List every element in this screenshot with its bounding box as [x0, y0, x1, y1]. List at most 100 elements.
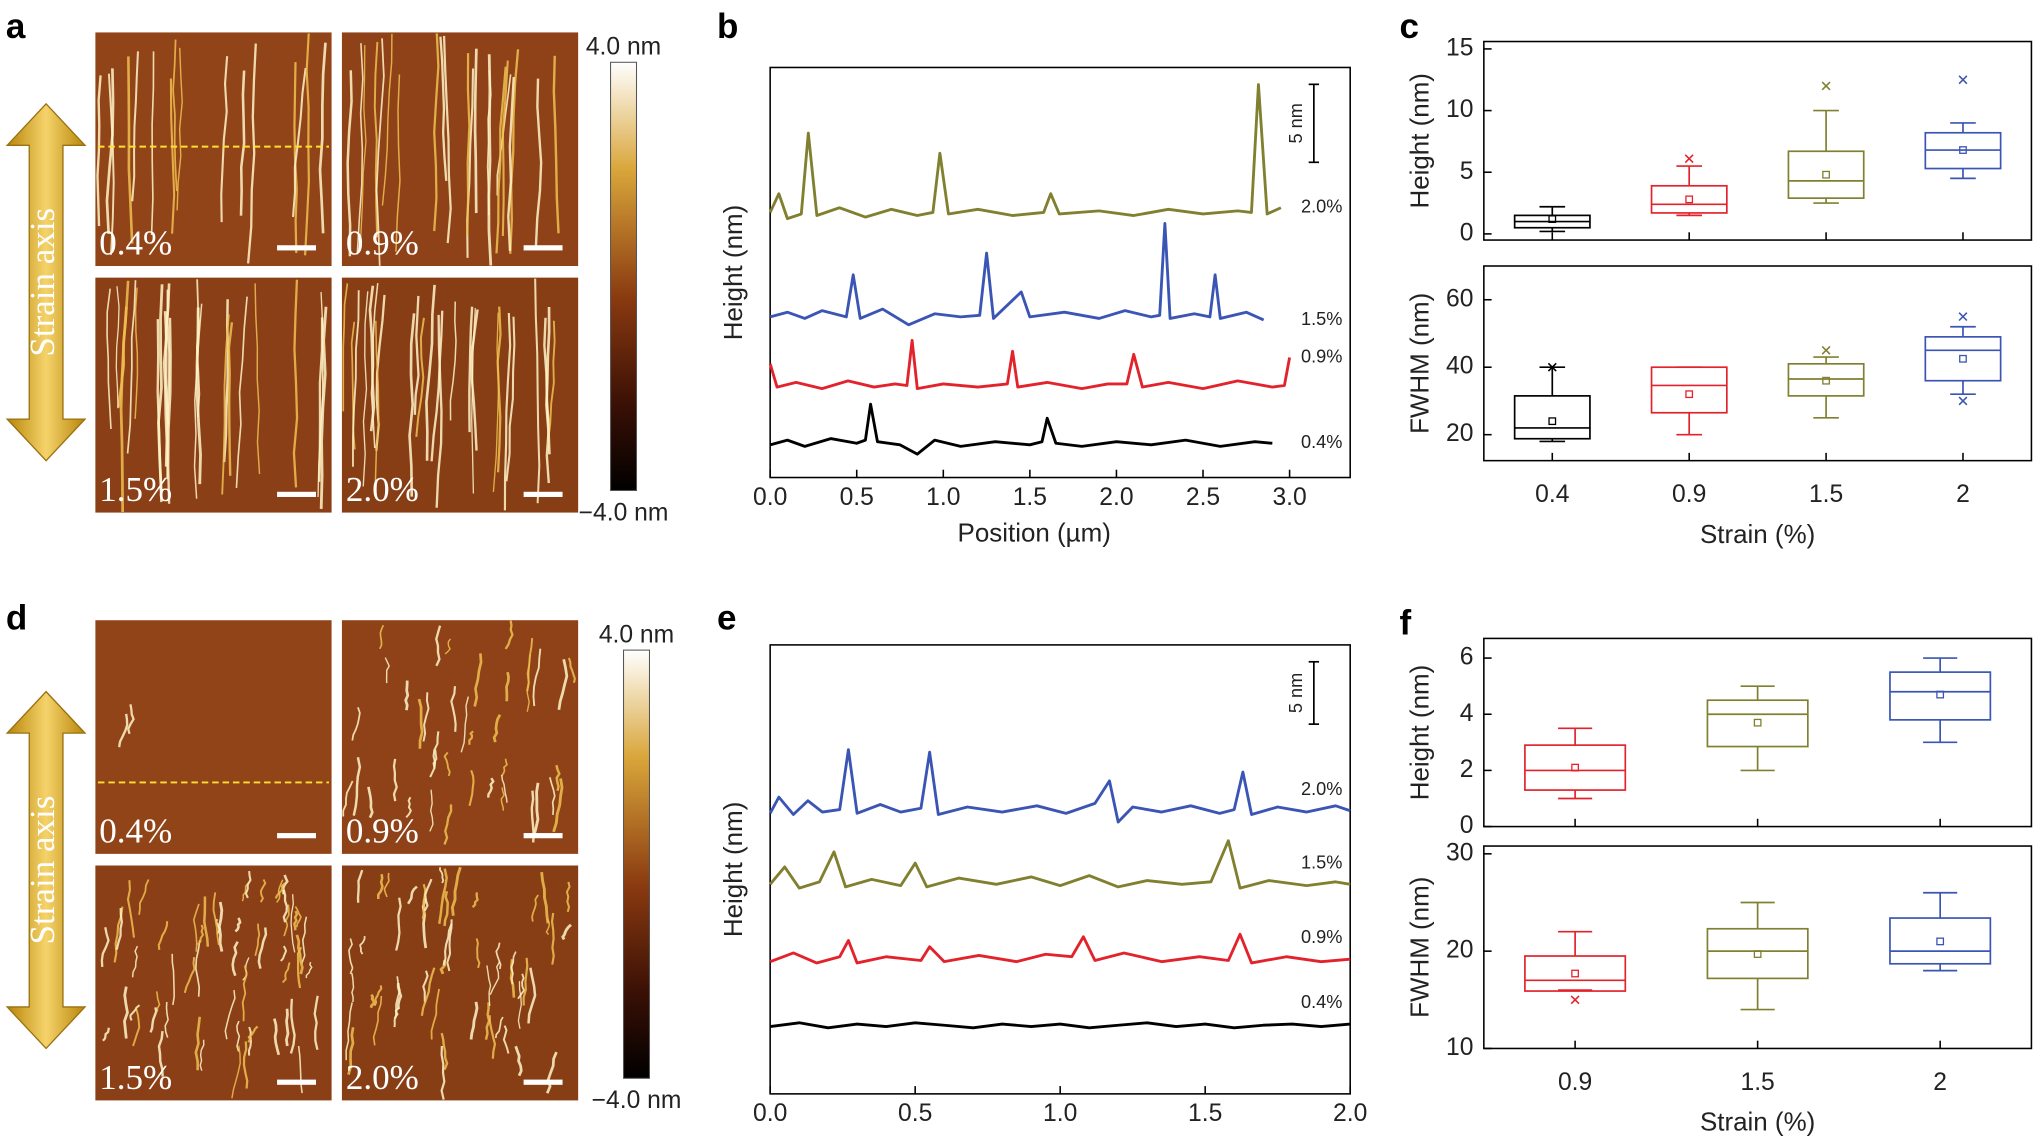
afm-streak: [100, 927, 110, 968]
series-label: 1.5%: [1301, 309, 1342, 329]
outlier: [1958, 312, 1968, 322]
x-tick-label: 1.5: [1013, 484, 1047, 511]
afm-streak: [150, 51, 155, 236]
afm-streak: [501, 60, 509, 237]
afm-streak: [293, 62, 298, 254]
afm-streak: [396, 983, 403, 1010]
x-tick-label: 0.0: [753, 1100, 787, 1127]
afm-streak: [435, 625, 442, 667]
scale-bar: [277, 833, 316, 839]
afm-streak: [246, 43, 257, 264]
y-tick-label: 40: [1446, 353, 1473, 380]
afm-shade: [95, 620, 332, 854]
x-axis-label: Position (µm): [958, 519, 1111, 547]
mean: [1959, 354, 1967, 363]
afm-streak: [197, 924, 205, 946]
afm-streak: [502, 1025, 510, 1054]
panel-letter: f: [1399, 604, 1411, 643]
afm-streak: [473, 48, 478, 214]
afm-streak: [440, 1032, 449, 1071]
afm-streak: [345, 1002, 353, 1061]
outlier: [1821, 81, 1831, 91]
afm-streak: [450, 866, 462, 916]
plot-frame: [769, 644, 1351, 1095]
afm-streak: [557, 659, 569, 710]
scale-bar: [523, 833, 563, 839]
afm-streak: [342, 780, 354, 817]
afm-streak: [167, 317, 172, 504]
afm-streak: [379, 624, 385, 650]
image-label: 0.4%: [99, 811, 172, 850]
y-tick-label: 10: [1446, 96, 1473, 123]
profile-trace: [769, 402, 1273, 456]
afm-streak: [227, 322, 234, 476]
box: [1524, 744, 1627, 791]
box: [1650, 184, 1728, 214]
series-label: 0.9%: [1301, 927, 1342, 947]
afm-streak: [546, 320, 556, 445]
afm-streak: [129, 1004, 141, 1021]
afm-streak: [429, 789, 434, 832]
afm-streak: [514, 1045, 523, 1077]
afm-image: [341, 32, 579, 267]
afm-streak: [106, 288, 112, 430]
afm-streak: [172, 39, 178, 192]
afm-streak: [421, 883, 427, 920]
mean: [1753, 950, 1762, 958]
afm-streak: [115, 286, 120, 409]
afm-streak: [522, 957, 529, 1006]
afm-streak: [231, 941, 239, 977]
afm-streak: [420, 967, 436, 1016]
afm-streak: [496, 306, 502, 473]
afm-streak: [164, 283, 171, 425]
afm-streak: [212, 892, 220, 946]
afm-streak: [404, 680, 410, 711]
y-tick-label: 20: [1446, 937, 1473, 964]
afm-streak: [217, 901, 224, 952]
x-tick-label: 0.4: [1535, 481, 1569, 508]
x-tick-label: 2: [1933, 1069, 1947, 1096]
afm-streak: [509, 49, 520, 254]
colorbar-label: −4.0 nm: [592, 1087, 682, 1114]
afm-streak: [289, 998, 296, 1054]
afm-streak: [565, 881, 571, 913]
afm-streak: [488, 1015, 497, 1059]
afm-streak: [183, 957, 196, 994]
afm-streak: [430, 988, 440, 1040]
mean: [1936, 690, 1945, 699]
afm-streak: [283, 904, 290, 937]
afm-streak: [405, 796, 412, 819]
profile-trace: [768, 338, 1291, 391]
afm-streak: [495, 942, 502, 970]
y-axis-label: FWHM (nm): [1406, 877, 1434, 1018]
afm-images: 0.4% 0.9% 1.5% 2.0% 4.0 nm −4.0 nm Strain axis…: [5, 32, 682, 1114]
afm-streak: [247, 1026, 252, 1056]
afm-streak: [359, 936, 366, 955]
afm-streak: [149, 1007, 158, 1033]
panel-letter: d: [6, 599, 27, 638]
afm-streak: [290, 894, 296, 953]
afm-streak: [231, 1045, 241, 1099]
afm-streak: [567, 657, 576, 684]
afm-streak: [545, 307, 551, 455]
y-axis-label: Height (nm): [1406, 665, 1434, 801]
afm-streak: [305, 961, 313, 979]
mean: [1685, 390, 1694, 399]
afm-streak: [281, 962, 291, 984]
x-tick-label: 0.0: [753, 484, 787, 511]
y-axis-label: Height (nm): [1406, 73, 1434, 208]
afm-streak: [235, 296, 248, 488]
afm-streak: [254, 283, 261, 475]
afm-streak: [107, 73, 115, 255]
plot-frame: [1483, 265, 2033, 462]
afm-streak: [192, 903, 200, 952]
profile-trace: [768, 83, 1282, 221]
afm-streak: [469, 1001, 479, 1040]
x-tick-label: 1.0: [1043, 1100, 1077, 1127]
afm-streak: [495, 1016, 504, 1039]
afm-streak: [296, 946, 303, 989]
strain-axis-label: Strain axis: [23, 796, 62, 945]
afm-streak: [440, 1045, 446, 1100]
afm-streak: [276, 879, 284, 903]
afm-streak: [132, 1008, 141, 1047]
